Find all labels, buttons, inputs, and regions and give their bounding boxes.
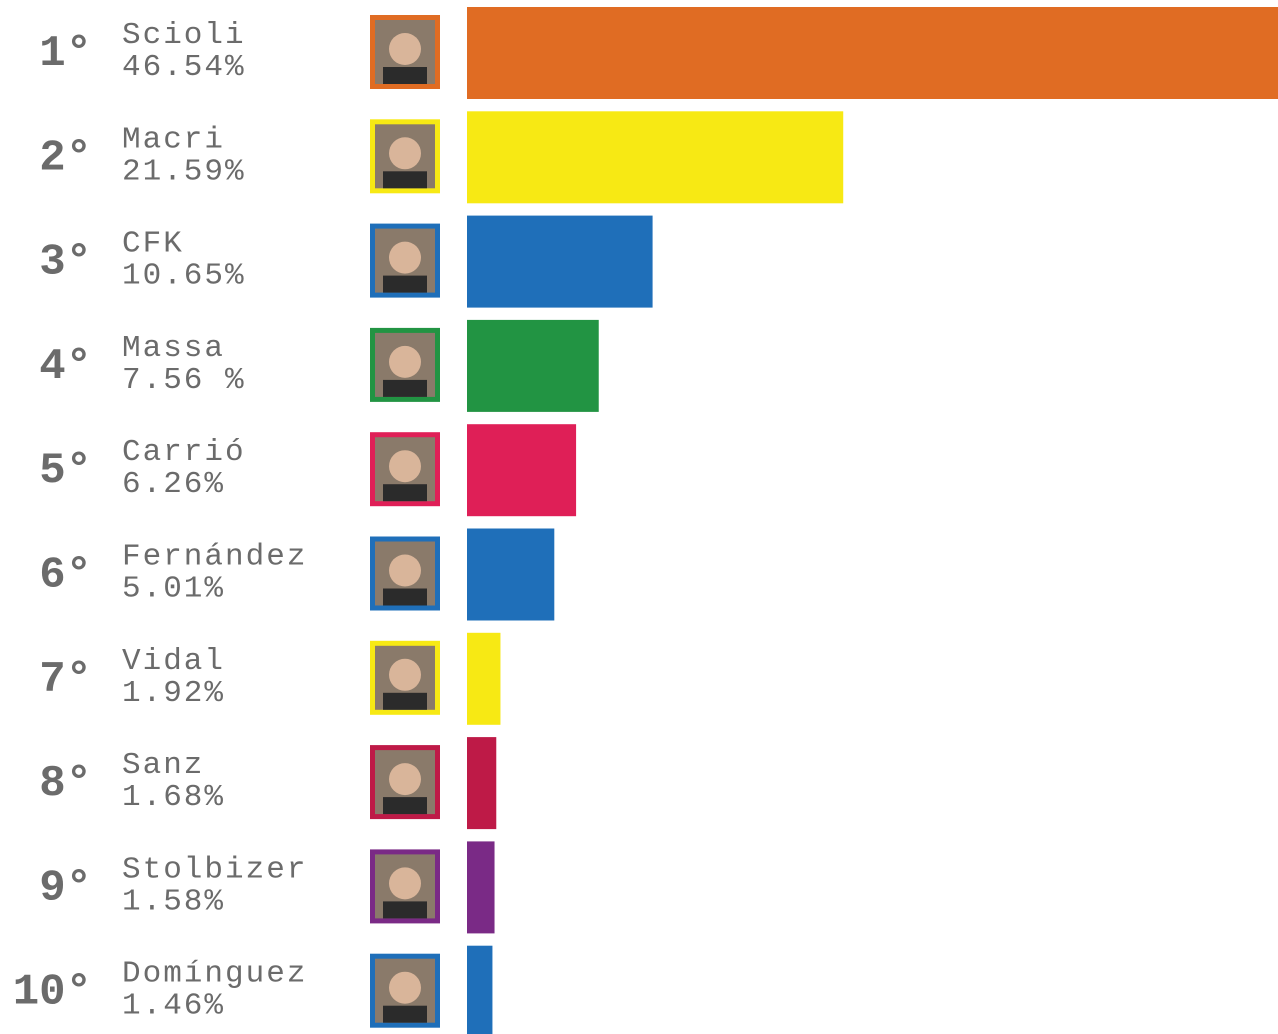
value-label: 1.68% [122,780,225,815]
photo-body [383,589,427,606]
value-label: 5.01% [122,572,225,607]
rank: 9° [39,863,92,913]
candidate-name: Vidal [122,644,225,679]
photo-body [383,380,427,397]
rank: 2° [39,133,92,183]
bar [467,529,554,621]
photo-face [389,137,421,169]
value-label: 6.26% [122,467,225,502]
photo-body [383,276,427,293]
candidate-name: CFK [122,227,184,262]
photo-body [383,901,427,918]
rank: 8° [39,759,92,809]
bar [467,946,492,1034]
rank: 3° [39,238,92,288]
photo-face [389,867,421,899]
candidate-name: Macri [122,122,225,157]
rank: 7° [39,655,92,705]
rank: 1° [39,29,92,79]
photo-body [383,484,427,501]
rank: 4° [39,342,92,392]
bar [467,7,1278,99]
photo-face [389,763,421,795]
candidate-name: Scioli [122,18,246,53]
candidate-name: Fernández [122,540,307,575]
bar [467,424,576,516]
photo-face [389,346,421,378]
photo-face [389,242,421,274]
bar [467,111,843,203]
photo-face [389,555,421,587]
rank: 5° [39,446,92,496]
bar [467,633,500,725]
photo-face [389,659,421,691]
value-label: 1.58% [122,884,225,919]
photo-body [383,797,427,814]
candidate-name: Massa [122,331,225,366]
photo-body [383,67,427,84]
value-label: 21.59% [122,154,246,189]
bar [467,841,495,933]
bar [467,737,496,829]
value-label: 10.65% [122,259,246,294]
candidate-name: Sanz [122,748,204,783]
photo-face [389,450,421,482]
value-label: 46.54% [122,50,246,85]
chart: 1° Scioli46.54% 2° Macri21.59% 3° CFK10.65% 4°… [0,0,1278,1034]
rank: 10° [13,968,92,1018]
page: {"chart_data": {"type": "bar", "ranks": … [0,0,1278,1034]
photo-face [389,972,421,1004]
candidate-name: Carrió [122,435,246,470]
value-label: 7.56 % [122,363,246,398]
candidate-name: Stolbizer [122,852,307,887]
candidate-name: Domínguez [122,957,307,992]
photo-face [389,33,421,65]
photo-body [383,1006,427,1023]
bar [467,320,599,412]
photo-body [383,171,427,188]
value-label: 1.46% [122,989,225,1024]
bar [467,216,653,308]
rank: 6° [39,551,92,601]
photo-body [383,693,427,710]
value-label: 1.92% [122,676,225,711]
